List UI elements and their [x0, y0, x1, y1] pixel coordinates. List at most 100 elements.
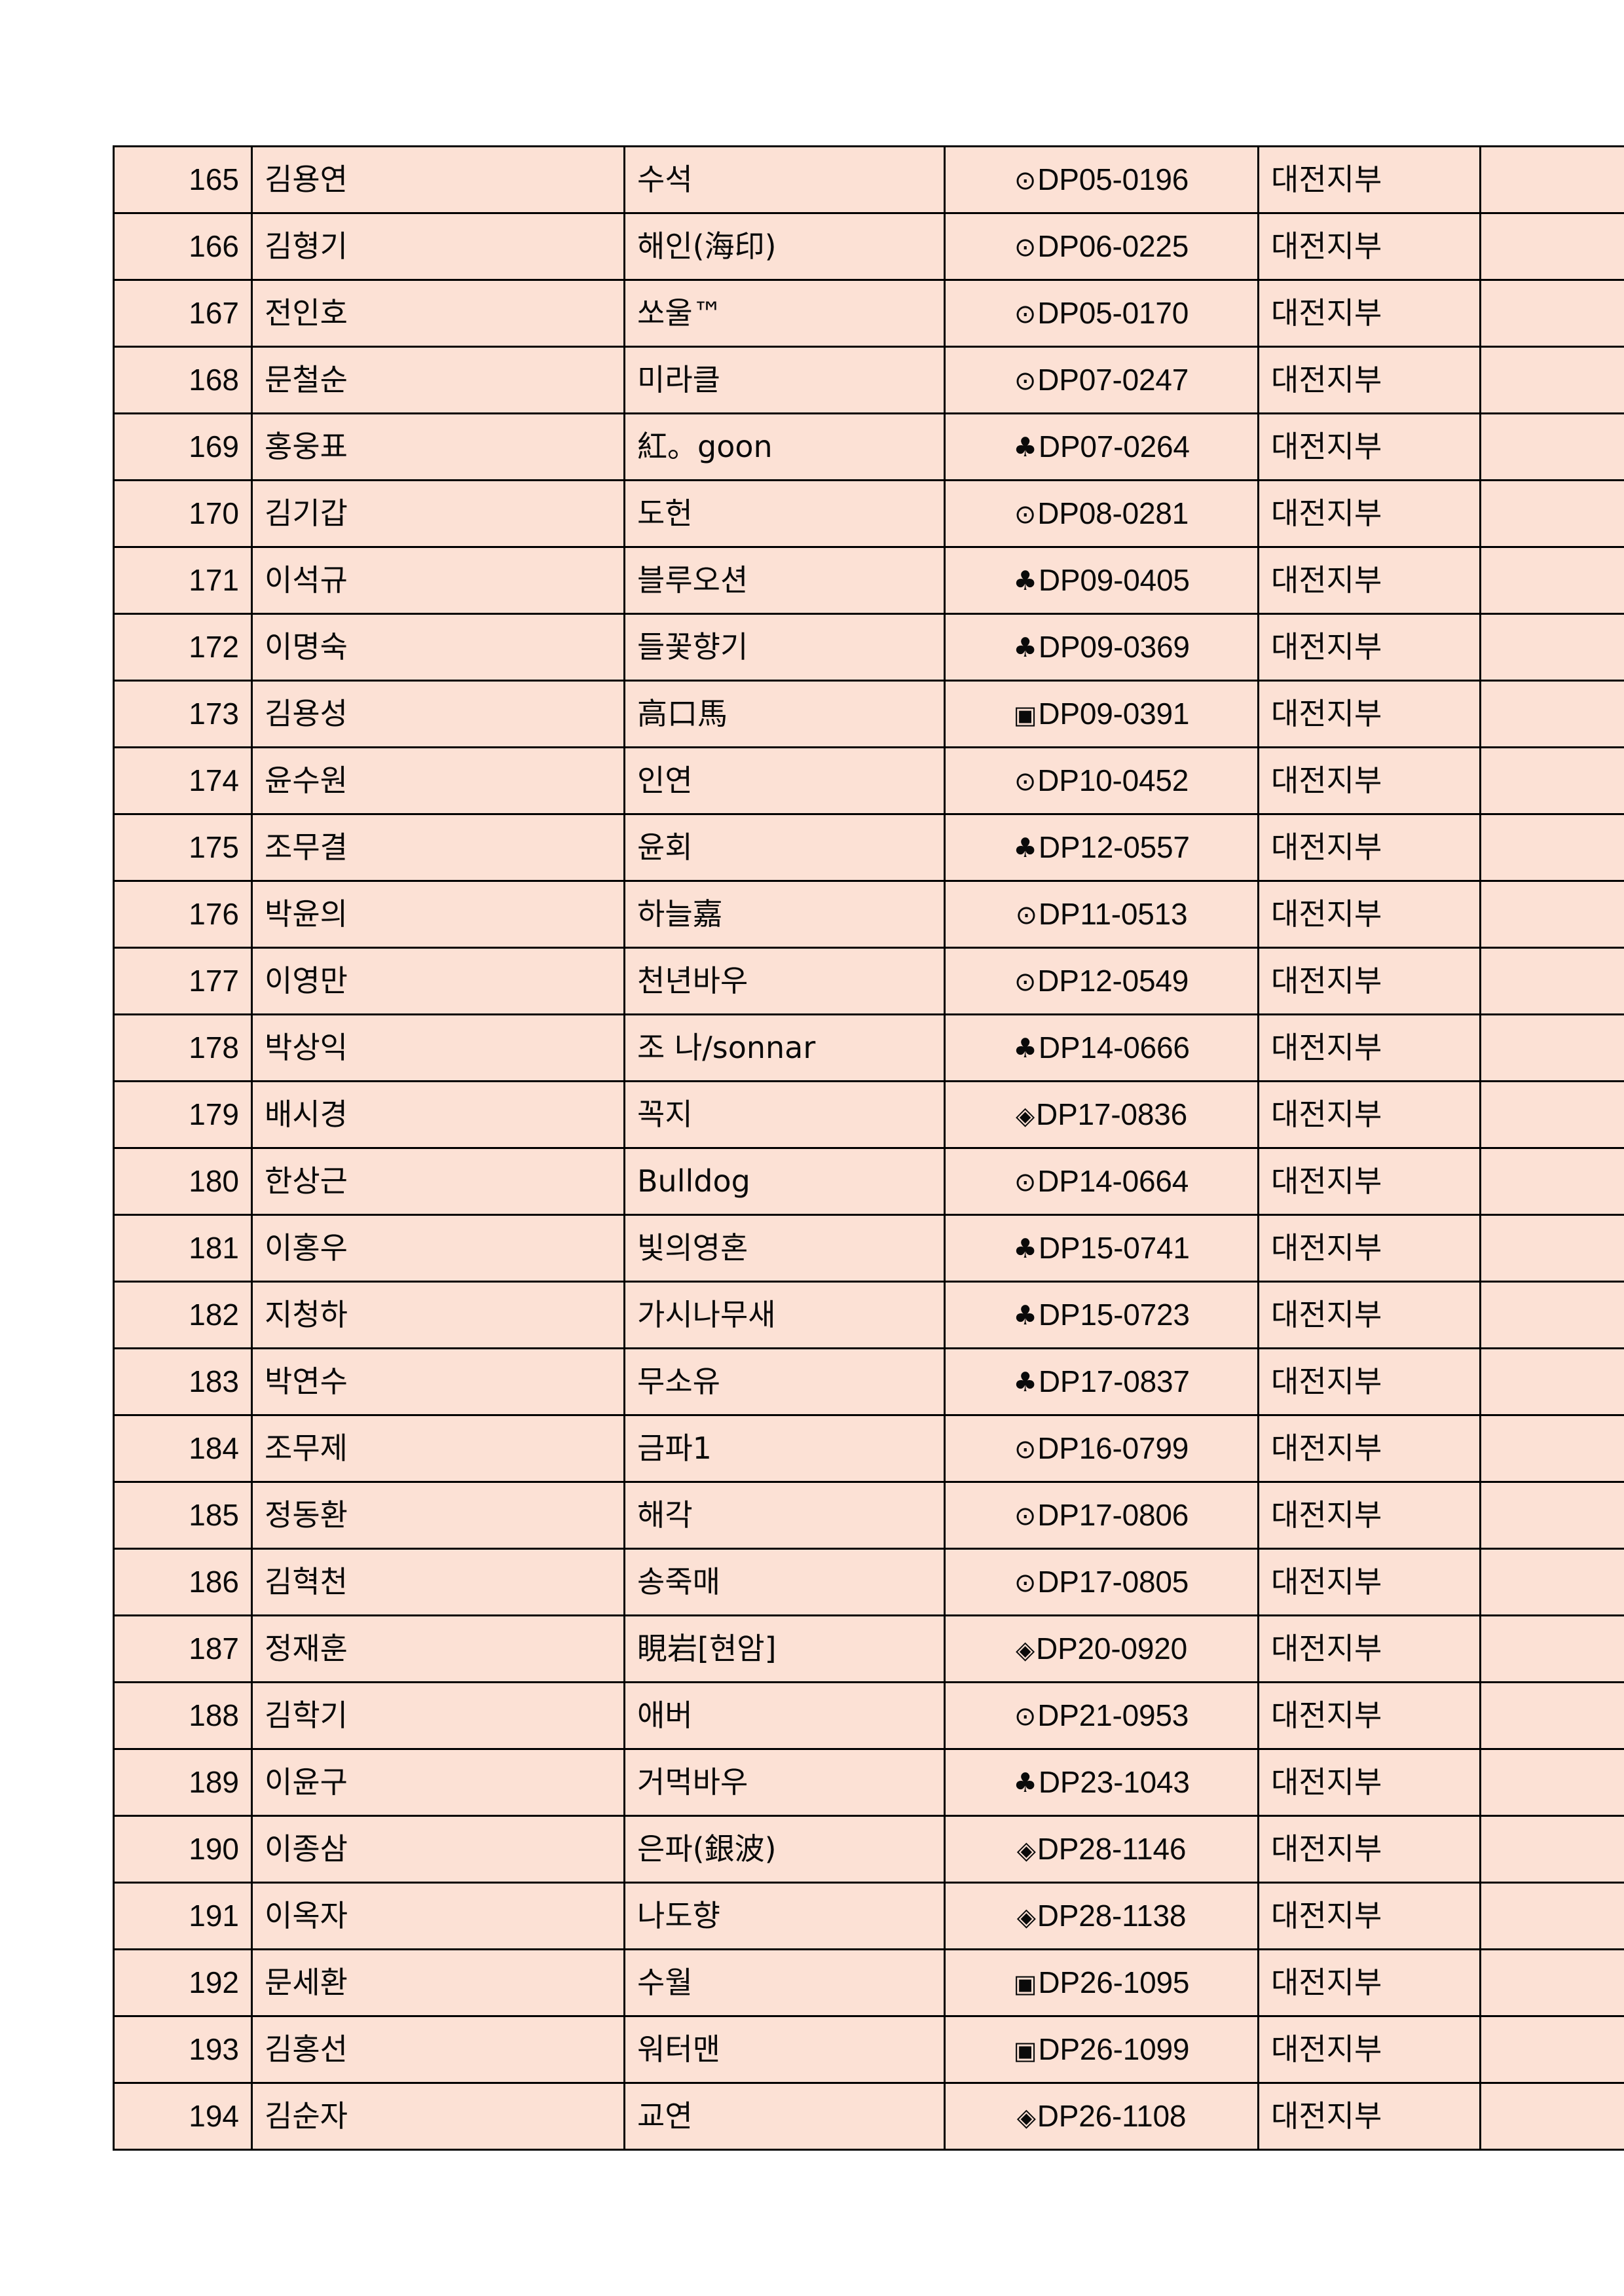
- club-icon: ♣: [1013, 1032, 1037, 1065]
- table-row: 169 홍웅표 紅。goon ♣DP07-0264 대전지부: [113, 412, 1624, 481]
- row-index: 170: [113, 479, 253, 548]
- row-index: 194: [113, 2082, 253, 2151]
- member-name: 문세환: [251, 1948, 625, 2017]
- member-id-text: DP16-0799: [1037, 1431, 1189, 1466]
- row-index: 180: [113, 1147, 253, 1216]
- member-nickname: 송죽매: [623, 1548, 946, 1616]
- member-nickname: 은파(銀波): [623, 1815, 946, 1884]
- row-index: 172: [113, 613, 253, 682]
- member-id-text: DP09-0405: [1038, 563, 1190, 598]
- table-row: 189 이윤구 거먹바우 ♣DP23-1043 대전지부: [113, 1748, 1624, 1817]
- member-id-cell: ▣DP09-0391: [944, 680, 1259, 748]
- member-id-group: ⊙DP17-0805: [1014, 1566, 1189, 1598]
- table-row: 172 이명숙 들꽃향기 ♣DP09-0369 대전지부: [113, 613, 1624, 682]
- member-id-text: DP23-1043: [1038, 1765, 1190, 1800]
- member-nickname: 윤회: [623, 813, 946, 882]
- member-branch: 대전지부: [1257, 412, 1481, 481]
- member-notes: [1479, 1948, 1624, 2017]
- filled-diamond-icon: ◈: [1016, 1903, 1036, 1932]
- member-id-text: DP28-1138: [1037, 1899, 1187, 1933]
- member-id-text: DP21-0953: [1037, 1698, 1189, 1733]
- member-id-cell: ◈DP26-1108: [944, 2082, 1259, 2151]
- member-id-cell: ♣DP23-1043: [944, 1748, 1259, 1817]
- member-name: 조무제: [251, 1414, 625, 1483]
- member-notes: [1479, 813, 1624, 882]
- member-branch: 대전지부: [1257, 1080, 1481, 1149]
- table-row: 194 김순자 교연 ◈DP26-1108 대전지부: [113, 2082, 1624, 2151]
- member-id-text: DP15-0741: [1038, 1231, 1190, 1266]
- member-branch: 대전지부: [1257, 880, 1481, 949]
- table-row: 167 전인호 쏘울™ ⊙DP05-0170 대전지부: [113, 279, 1624, 348]
- member-name: 이명숙: [251, 613, 625, 682]
- table-row: 192 문세환 수월 ▣DP26-1095 대전지부: [113, 1948, 1624, 2017]
- circle-dot-icon: ⊙: [1014, 166, 1037, 196]
- row-index: 176: [113, 880, 253, 949]
- table-row: 191 이옥자 나도향 ◈DP28-1138 대전지부: [113, 1882, 1624, 1950]
- member-branch: 대전지부: [1257, 1548, 1481, 1616]
- member-nickname: 하늘嘉: [623, 880, 946, 949]
- member-id-text: DP06-0225: [1037, 229, 1189, 264]
- member-nickname: 워터맨: [623, 2015, 946, 2084]
- member-nickname: 교연: [623, 2082, 946, 2151]
- member-nickname: Bulldog: [623, 1147, 946, 1216]
- member-id-cell: ⊙DP12-0549: [944, 947, 1259, 1015]
- row-index: 192: [113, 1948, 253, 2017]
- member-name: 지청하: [251, 1281, 625, 1349]
- club-icon: ♣: [1013, 1300, 1037, 1332]
- member-name: 김기갑: [251, 479, 625, 548]
- member-id-group: ♣DP17-0837: [1013, 1366, 1190, 1398]
- member-id-text: DP09-0369: [1038, 630, 1190, 665]
- member-branch: 대전지부: [1257, 479, 1481, 548]
- member-id-cell: ⊙DP07-0247: [944, 346, 1259, 414]
- member-id-text: DP05-0170: [1037, 296, 1189, 331]
- row-index: 173: [113, 680, 253, 748]
- circle-dot-icon: ⊙: [1014, 366, 1037, 397]
- table-row: 166 김형기 해인(海印) ⊙DP06-0225 대전지부: [113, 212, 1624, 281]
- member-branch: 대전지부: [1257, 1681, 1481, 1750]
- member-branch: 대전지부: [1257, 1614, 1481, 1683]
- member-name: 조무결: [251, 813, 625, 882]
- member-id-cell: ♣DP15-0723: [944, 1281, 1259, 1349]
- member-notes: [1479, 145, 1624, 214]
- member-id-text: DP07-0247: [1037, 363, 1189, 397]
- member-id-cell: ⊙DP17-0806: [944, 1481, 1259, 1550]
- member-notes: [1479, 680, 1624, 748]
- member-branch: 대전지부: [1257, 546, 1481, 615]
- member-id-text: DP20-0920: [1036, 1631, 1187, 1666]
- member-id-group: ♣DP09-0369: [1013, 630, 1190, 665]
- member-id-cell: ▣DP26-1095: [944, 1948, 1259, 2017]
- member-nickname: 인연: [623, 746, 946, 815]
- member-id-text: DP09-0391: [1038, 697, 1190, 731]
- member-id-text: DP10-0452: [1037, 763, 1189, 798]
- member-id-cell: ♣DP15-0741: [944, 1214, 1259, 1283]
- row-index: 181: [113, 1214, 253, 1283]
- member-id-cell: ⊙DP14-0664: [944, 1147, 1259, 1216]
- member-id-group: ◈DP17-0836: [1016, 1099, 1187, 1131]
- member-nickname: 나도향: [623, 1882, 946, 1950]
- member-id-group: ⊙DP05-0196: [1014, 164, 1189, 196]
- member-branch: 대전지부: [1257, 2082, 1481, 2151]
- member-name: 박연수: [251, 1347, 625, 1416]
- member-id-cell: ◈DP20-0920: [944, 1614, 1259, 1683]
- member-id-cell: ♣DP09-0405: [944, 546, 1259, 615]
- member-id-text: DP28-1146: [1037, 1832, 1187, 1867]
- member-name: 이윤구: [251, 1748, 625, 1817]
- table-row: 174 윤수원 인연 ⊙DP10-0452 대전지부: [113, 746, 1624, 815]
- member-name: 이홍우: [251, 1214, 625, 1283]
- member-id-group: ⊙DP05-0170: [1014, 297, 1189, 329]
- member-notes: [1479, 1013, 1624, 1082]
- member-branch: 대전지부: [1257, 1481, 1481, 1550]
- row-index: 166: [113, 212, 253, 281]
- member-branch: 대전지부: [1257, 279, 1481, 348]
- member-id-group: ♣DP15-0741: [1013, 1231, 1190, 1266]
- member-id-group: ⊙DP14-0664: [1014, 1165, 1189, 1197]
- member-notes: [1479, 1080, 1624, 1149]
- member-id-group: ⊙DP10-0452: [1014, 763, 1189, 798]
- row-index: 188: [113, 1681, 253, 1750]
- member-notes: [1479, 746, 1624, 815]
- member-id-text: DP26-1099: [1038, 2032, 1190, 2067]
- member-name: 김홍선: [251, 2015, 625, 2084]
- circle-dot-icon: ⊙: [1014, 1167, 1037, 1198]
- row-index: 169: [113, 412, 253, 481]
